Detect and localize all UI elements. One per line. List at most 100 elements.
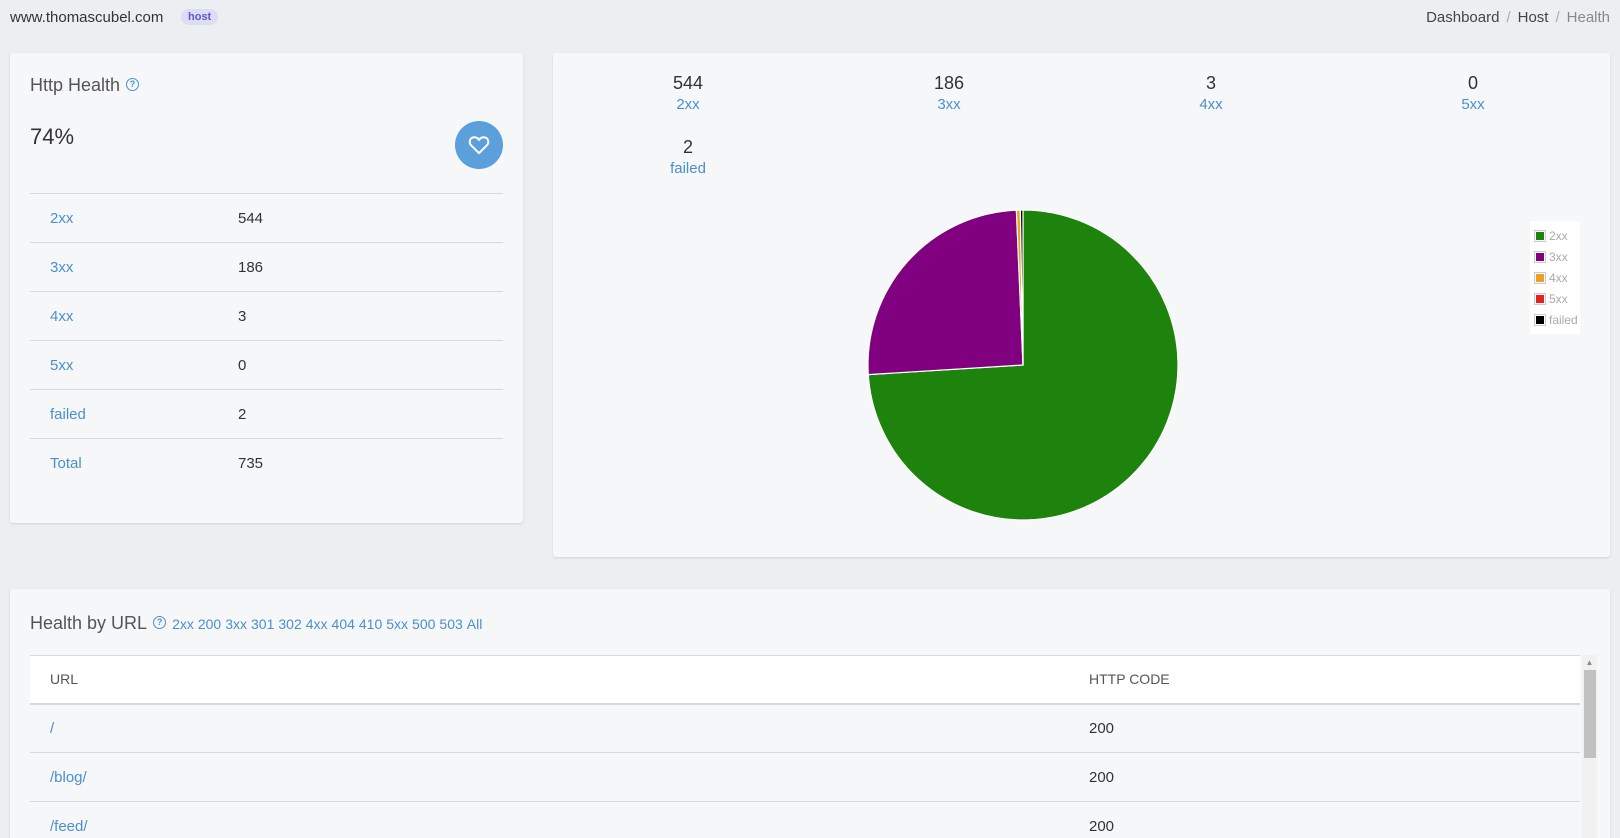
site-name: www.thomascubel.com <box>10 9 164 26</box>
stats-link-total[interactable]: Total <box>50 454 82 472</box>
http-code-chart-card: 544 2xx 186 3xx 3 4xx 0 5xx 2 failed 2xx 3xx 4x… <box>553 53 1610 557</box>
pie-slice-failed <box>1019 209 1024 366</box>
stats-row-2xx: 2xx 544 <box>30 193 503 243</box>
summary-link-3xx[interactable]: 3xx <box>937 96 961 113</box>
summary-value: 0 <box>1467 73 1478 93</box>
legend-label-4xx: 4xx <box>1549 270 1568 285</box>
filter-link-301[interactable]: 301 <box>251 616 275 632</box>
legend-label-2xx: 2xx <box>1549 228 1568 243</box>
summary-2xx: 544 2xx <box>608 73 768 113</box>
stats-link-failed[interactable]: failed <box>50 405 86 423</box>
filter-link-410[interactable]: 410 <box>358 616 383 632</box>
legend-swatch-3xx <box>1534 250 1546 263</box>
help-icon[interactable]: ? <box>153 615 167 629</box>
legend-swatch-4xx <box>1534 271 1546 284</box>
filter-link-3xx[interactable]: 3xx <box>225 616 248 632</box>
breadcrumb: Dashboard / Host / Health <box>1426 9 1610 26</box>
health-by-url-card: Health by URL? 2xx 200 3xx 301 302 4xx 404 410 5x… <box>10 589 1610 838</box>
legend-item-3xx: 3xx <box>1534 246 1580 267</box>
chart-legend: 2xx 3xx 4xx 5xx failed <box>1530 221 1580 334</box>
health-by-url-title: Health by URL <box>30 613 148 633</box>
filter-link-500[interactable]: 500 <box>412 616 436 632</box>
stats-row-failed: failed 2 <box>30 389 503 439</box>
stats-link-2xx[interactable]: 2xx <box>50 209 74 227</box>
http-health-title: Http Health? <box>30 75 140 96</box>
summary-failed: 2 failed <box>608 137 768 177</box>
legend-label-5xx: 5xx <box>1549 291 1568 306</box>
breadcrumb-host[interactable]: Host <box>1517 9 1549 26</box>
top-bar: www.thomascubel.com host Dashboard / Host /… <box>0 0 1620 36</box>
stats-link-4xx[interactable]: 4xx <box>50 307 74 325</box>
legend-item-failed: failed <box>1534 309 1580 330</box>
summary-value: 3 <box>1205 73 1216 93</box>
host-badge: host <box>181 9 219 25</box>
filter-link-2xx[interactable]: 2xx <box>172 616 194 632</box>
table-header-row: URL HTTP CODE <box>30 655 1580 705</box>
legend-item-2xx: 2xx <box>1534 225 1580 246</box>
table-scrollbar[interactable]: ▲ <box>1582 655 1597 838</box>
column-url[interactable]: URL <box>30 655 1089 705</box>
table-row: /blog/200 <box>30 752 1580 802</box>
pie-slice-3xx <box>867 209 1024 376</box>
summary-value: 2 <box>682 137 693 157</box>
health-percent: 74% <box>30 124 75 149</box>
status-pie-chart <box>867 209 1179 521</box>
stats-link-5xx[interactable]: 5xx <box>50 356 74 374</box>
filter-link-503[interactable]: 503 <box>439 616 463 632</box>
summary-value: 186 <box>933 73 965 93</box>
filter-link-4xx[interactable]: 4xx <box>305 616 328 632</box>
url-link[interactable]: / <box>50 719 55 737</box>
stats-value: 735 <box>238 438 503 488</box>
stats-value: 2 <box>238 389 503 439</box>
summary-link-failed[interactable]: failed <box>670 160 706 177</box>
breadcrumb-dashboard[interactable]: Dashboard <box>1426 9 1500 26</box>
legend-swatch-2xx <box>1534 229 1546 242</box>
help-icon[interactable]: ? <box>126 77 140 91</box>
breadcrumb-health: Health <box>1566 9 1610 26</box>
legend-item-5xx: 5xx <box>1534 288 1580 309</box>
summary-value: 544 <box>672 73 704 93</box>
summary-5xx: 0 5xx <box>1393 73 1553 113</box>
table-row: /feed/200 <box>30 801 1580 838</box>
http-code-cell: 200 <box>1089 752 1580 802</box>
heart-icon <box>455 121 503 169</box>
scroll-up-icon[interactable]: ▲ <box>1585 658 1594 667</box>
filter-link-5xx[interactable]: 5xx <box>386 616 409 632</box>
summary-4xx: 3 4xx <box>1131 73 1291 113</box>
table-row: / 200 <box>30 703 1580 753</box>
filter-links: 2xx 200 3xx 301 302 4xx 404 410 5xx 500 503 All <box>172 616 486 632</box>
filter-link-302[interactable]: 302 <box>278 616 302 632</box>
summary-link-4xx[interactable]: 4xx <box>1199 96 1223 113</box>
http-code-cell: 200 <box>1089 801 1580 838</box>
filter-link-200[interactable]: 200 <box>197 616 222 632</box>
http-code-cell: 200 <box>1089 703 1580 753</box>
http-health-card: Http Health? 74% 2xx 544 3xx 186 4xx 3 5xx 0… <box>10 53 523 523</box>
stats-value: 186 <box>238 242 503 292</box>
filter-link-all[interactable]: All <box>466 616 483 632</box>
legend-swatch-failed <box>1534 313 1546 326</box>
url-table: URL HTTP CODE / 200 /blog/200 /feed/200 <box>30 655 1580 838</box>
stats-row-3xx: 3xx 186 <box>30 242 503 292</box>
stats-value: 3 <box>238 291 503 341</box>
stats-row-4xx: 4xx 3 <box>30 291 503 341</box>
legend-label-3xx: 3xx <box>1549 249 1568 264</box>
scroll-thumb[interactable] <box>1584 670 1596 758</box>
stats-link-3xx[interactable]: 3xx <box>50 258 74 276</box>
url-link[interactable]: /blog/ <box>50 768 87 786</box>
summary-link-2xx[interactable]: 2xx <box>676 96 700 113</box>
summary-link-5xx[interactable]: 5xx <box>1461 96 1485 113</box>
summary-3xx: 186 3xx <box>869 73 1029 113</box>
http-health-title-text: Http Health <box>30 75 121 95</box>
url-link[interactable]: /feed/ <box>50 817 88 835</box>
stats-value: 0 <box>238 340 503 390</box>
stats-row-total: Total 735 <box>30 438 503 488</box>
stats-value: 544 <box>238 193 503 243</box>
legend-item-4xx: 4xx <box>1534 267 1580 288</box>
stats-row-5xx: 5xx 0 <box>30 340 503 390</box>
health-stats-table: 2xx 544 3xx 186 4xx 3 5xx 0 failed 2 Total 735 <box>30 193 503 488</box>
legend-swatch-5xx <box>1534 292 1546 305</box>
health-by-url-header: Health by URL? 2xx 200 3xx 301 302 4xx 404 410 5x… <box>30 613 486 634</box>
legend-label-failed: failed <box>1549 312 1578 327</box>
filter-link-404[interactable]: 404 <box>331 616 355 632</box>
column-http-code[interactable]: HTTP CODE <box>1089 655 1580 705</box>
